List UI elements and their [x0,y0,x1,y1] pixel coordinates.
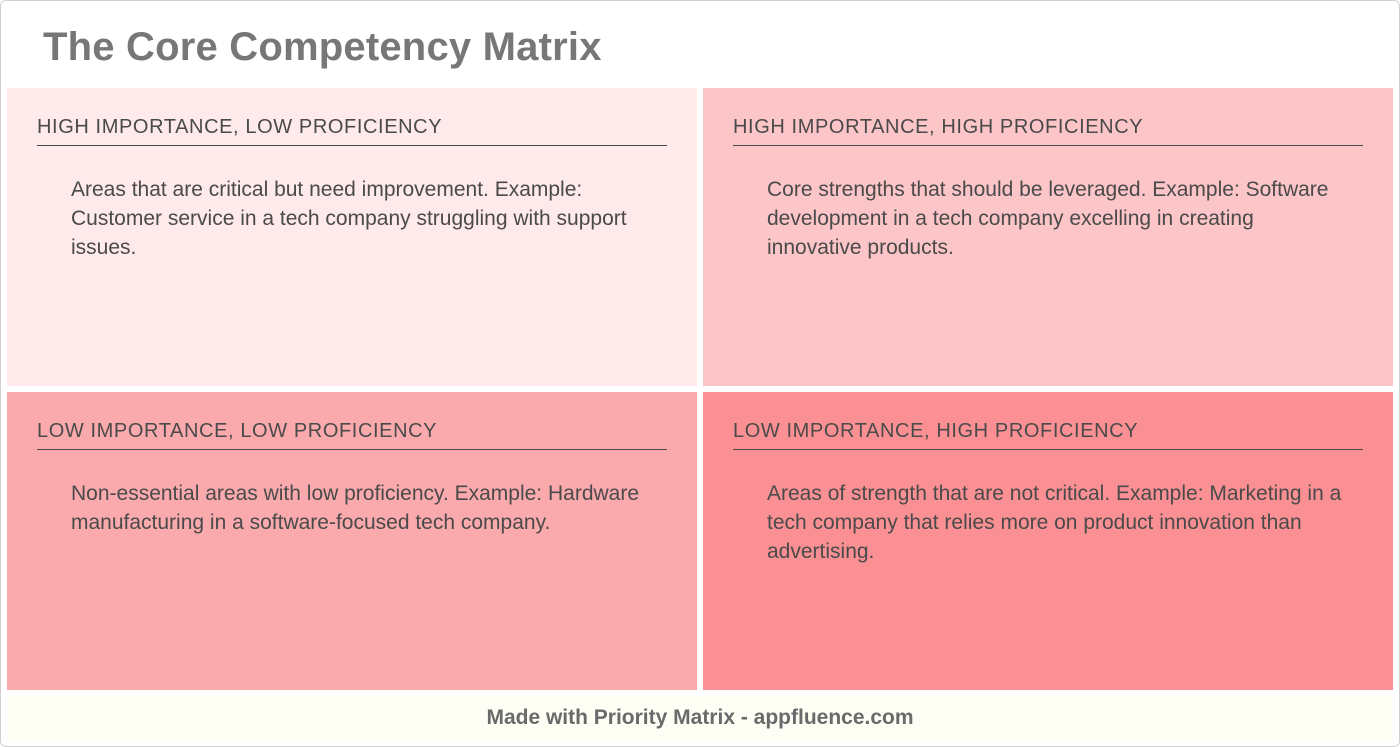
quadrant-bottom-right: LOW IMPORTANCE, HIGH PROFICIENCY Areas o… [703,392,1393,690]
matrix-grid: HIGH IMPORTANCE, LOW PROFICIENCY Areas t… [1,88,1399,690]
matrix-container: The Core Competency Matrix HIGH IMPORTAN… [0,0,1400,747]
quadrant-body: Non-essential areas with low proficiency… [37,480,667,538]
quadrant-top-left: HIGH IMPORTANCE, LOW PROFICIENCY Areas t… [7,88,697,386]
quadrant-bottom-left: LOW IMPORTANCE, LOW PROFICIENCY Non-esse… [7,392,697,690]
quadrant-body: Core strengths that should be leveraged.… [733,176,1363,263]
quadrant-heading: HIGH IMPORTANCE, LOW PROFICIENCY [37,116,667,146]
quadrant-heading: HIGH IMPORTANCE, HIGH PROFICIENCY [733,116,1363,146]
footer-attribution: Made with Priority Matrix - appfluence.c… [7,696,1393,742]
title-area: The Core Competency Matrix [1,1,1399,88]
quadrant-heading: LOW IMPORTANCE, LOW PROFICIENCY [37,420,667,450]
quadrant-body: Areas that are critical but need improve… [37,176,667,263]
quadrant-body: Areas of strength that are not critical.… [733,480,1363,567]
quadrant-heading: LOW IMPORTANCE, HIGH PROFICIENCY [733,420,1363,450]
quadrant-top-right: HIGH IMPORTANCE, HIGH PROFICIENCY Core s… [703,88,1393,386]
page-title: The Core Competency Matrix [43,25,1357,70]
